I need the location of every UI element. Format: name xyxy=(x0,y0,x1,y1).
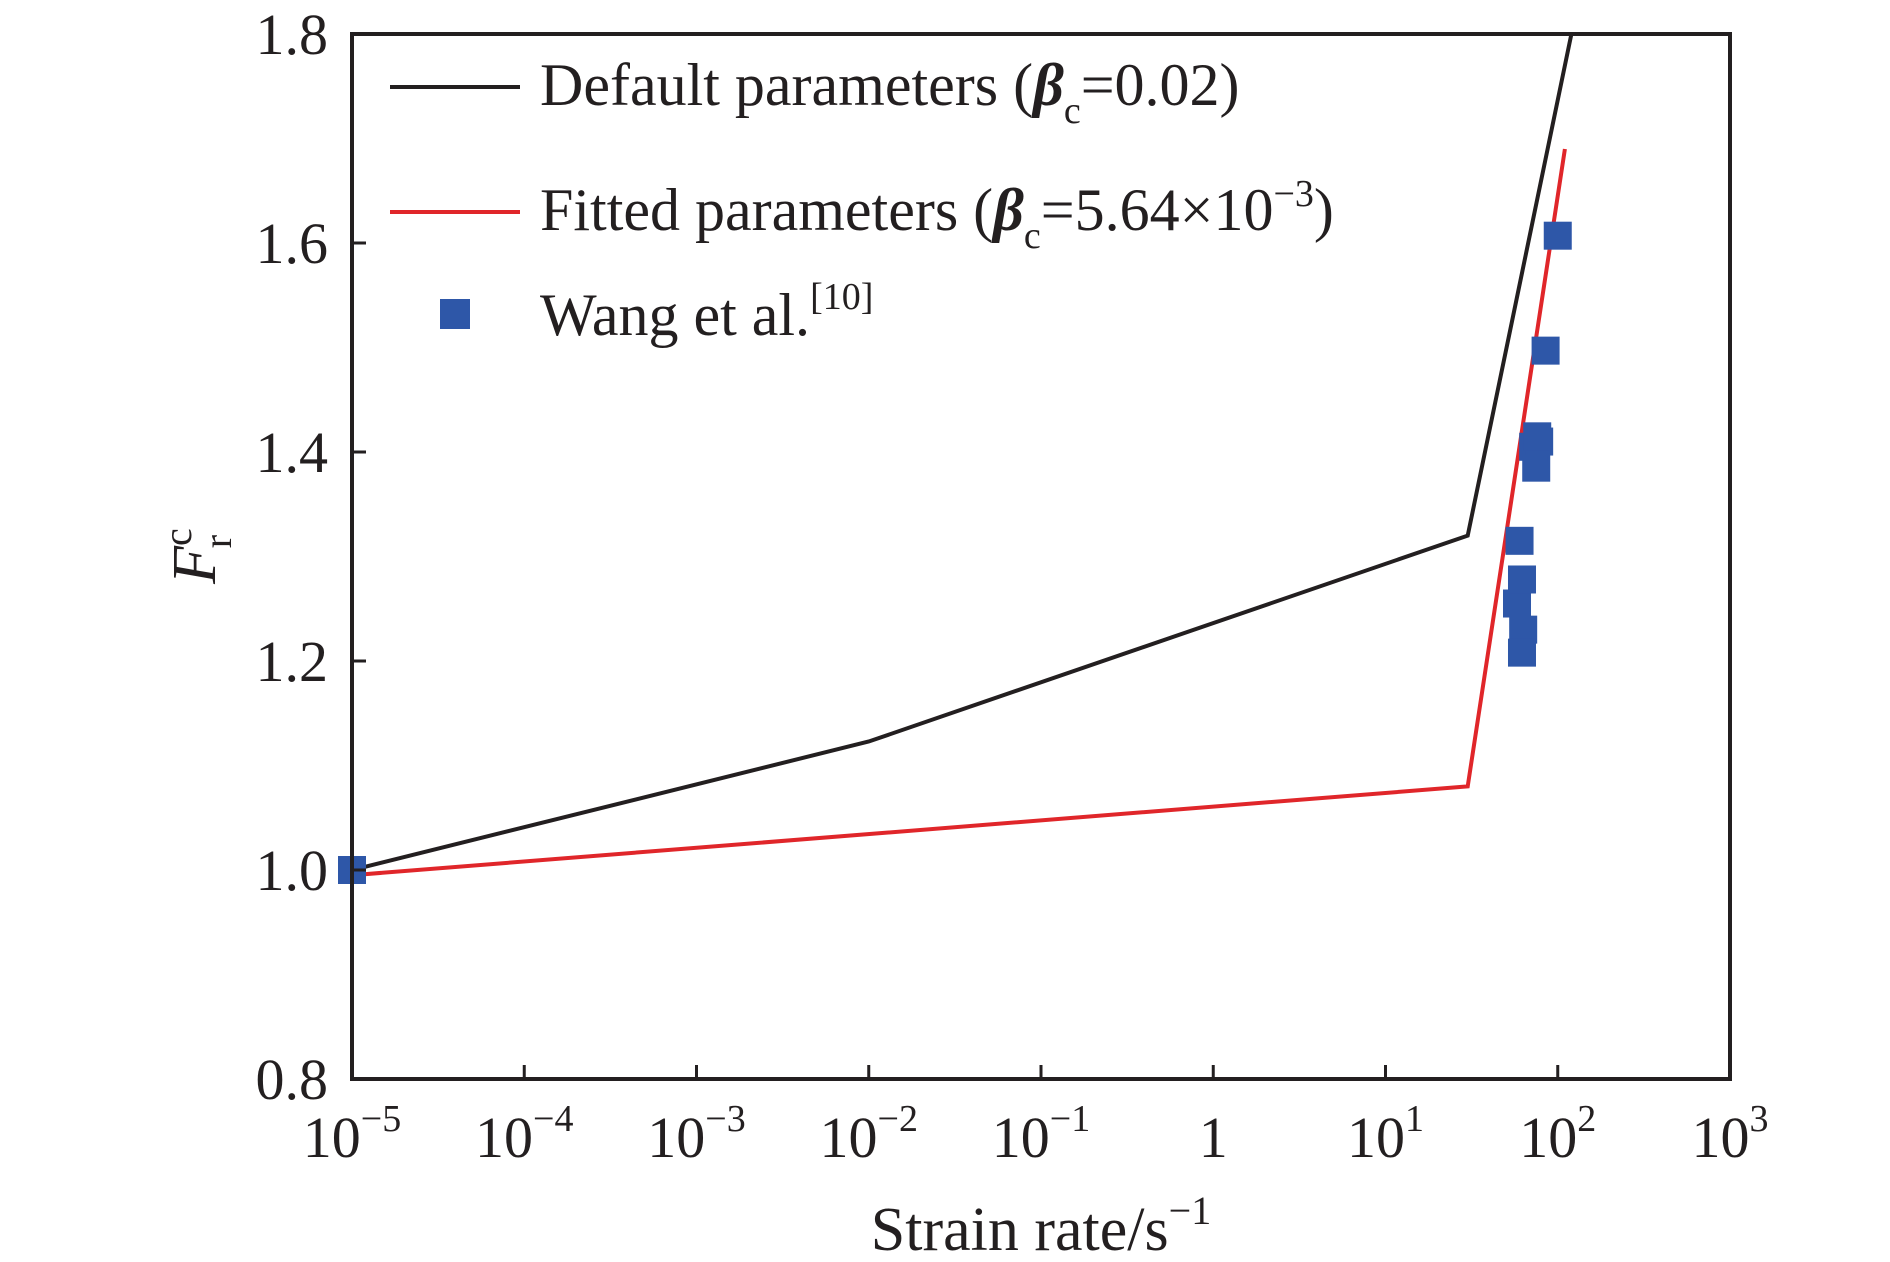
legend-item-2: Wang et al.[10] xyxy=(440,276,873,348)
y-tick-label: 1.6 xyxy=(256,211,329,276)
legend-label: Wang et al.[10] xyxy=(540,276,873,348)
series-layer xyxy=(338,34,1574,884)
x-tick-label: 1 xyxy=(1199,1105,1228,1170)
data-point-1 xyxy=(1503,589,1532,618)
x-tick-label: 10−3 xyxy=(647,1098,745,1170)
data-point-2 xyxy=(1507,565,1536,594)
legend-item-1: Fitted parameters (βc=5.64×10−3) xyxy=(390,173,1334,257)
x-tick-label: 10−2 xyxy=(820,1098,918,1170)
x-tick-label: 103 xyxy=(1692,1098,1769,1170)
marker-layer xyxy=(338,221,1572,884)
data-point-5 xyxy=(1507,638,1536,667)
data-point-3 xyxy=(1505,526,1534,555)
y-tick-label: 1.2 xyxy=(256,629,329,694)
y-tick-label: 1.4 xyxy=(256,420,329,485)
x-tick-label: 10−5 xyxy=(303,1098,401,1170)
data-point-9 xyxy=(1523,422,1552,451)
legend: Default parameters (βc=0.02) Fitted param… xyxy=(390,52,1334,348)
x-tick-label: 10−1 xyxy=(992,1098,1090,1170)
series-line-1 xyxy=(352,148,1567,878)
y-tick-label: 1.8 xyxy=(256,2,329,67)
x-axis-title: Strain rate/s−1 xyxy=(871,1188,1211,1262)
x-tick-label: 10−4 xyxy=(475,1098,573,1170)
y-tick-label: 0.8 xyxy=(256,1047,329,1112)
svg-text:Fcr: Fcr xyxy=(155,528,240,585)
legend-swatch xyxy=(440,299,470,329)
data-point-10 xyxy=(1531,336,1560,365)
tick-layer: 10−5 10−4 10−3 10−2 10−1 1 101 102 103 0.8 1.0 1.2 1… xyxy=(256,2,1769,1170)
x-tick-label: 101 xyxy=(1347,1098,1424,1170)
legend-label: Default parameters (βc=0.02) xyxy=(540,52,1240,132)
series-line-0 xyxy=(352,34,1574,872)
y-axis-title: Fcr xyxy=(155,528,240,585)
data-point-11 xyxy=(1543,221,1572,250)
legend-item-0: Default parameters (βc=0.02) xyxy=(390,52,1240,132)
plot-area xyxy=(352,34,1574,878)
x-tick-label: 102 xyxy=(1519,1098,1596,1170)
legend-label: Fitted parameters (βc=5.64×10−3) xyxy=(540,173,1334,257)
y-tick-label: 1.0 xyxy=(256,838,329,903)
